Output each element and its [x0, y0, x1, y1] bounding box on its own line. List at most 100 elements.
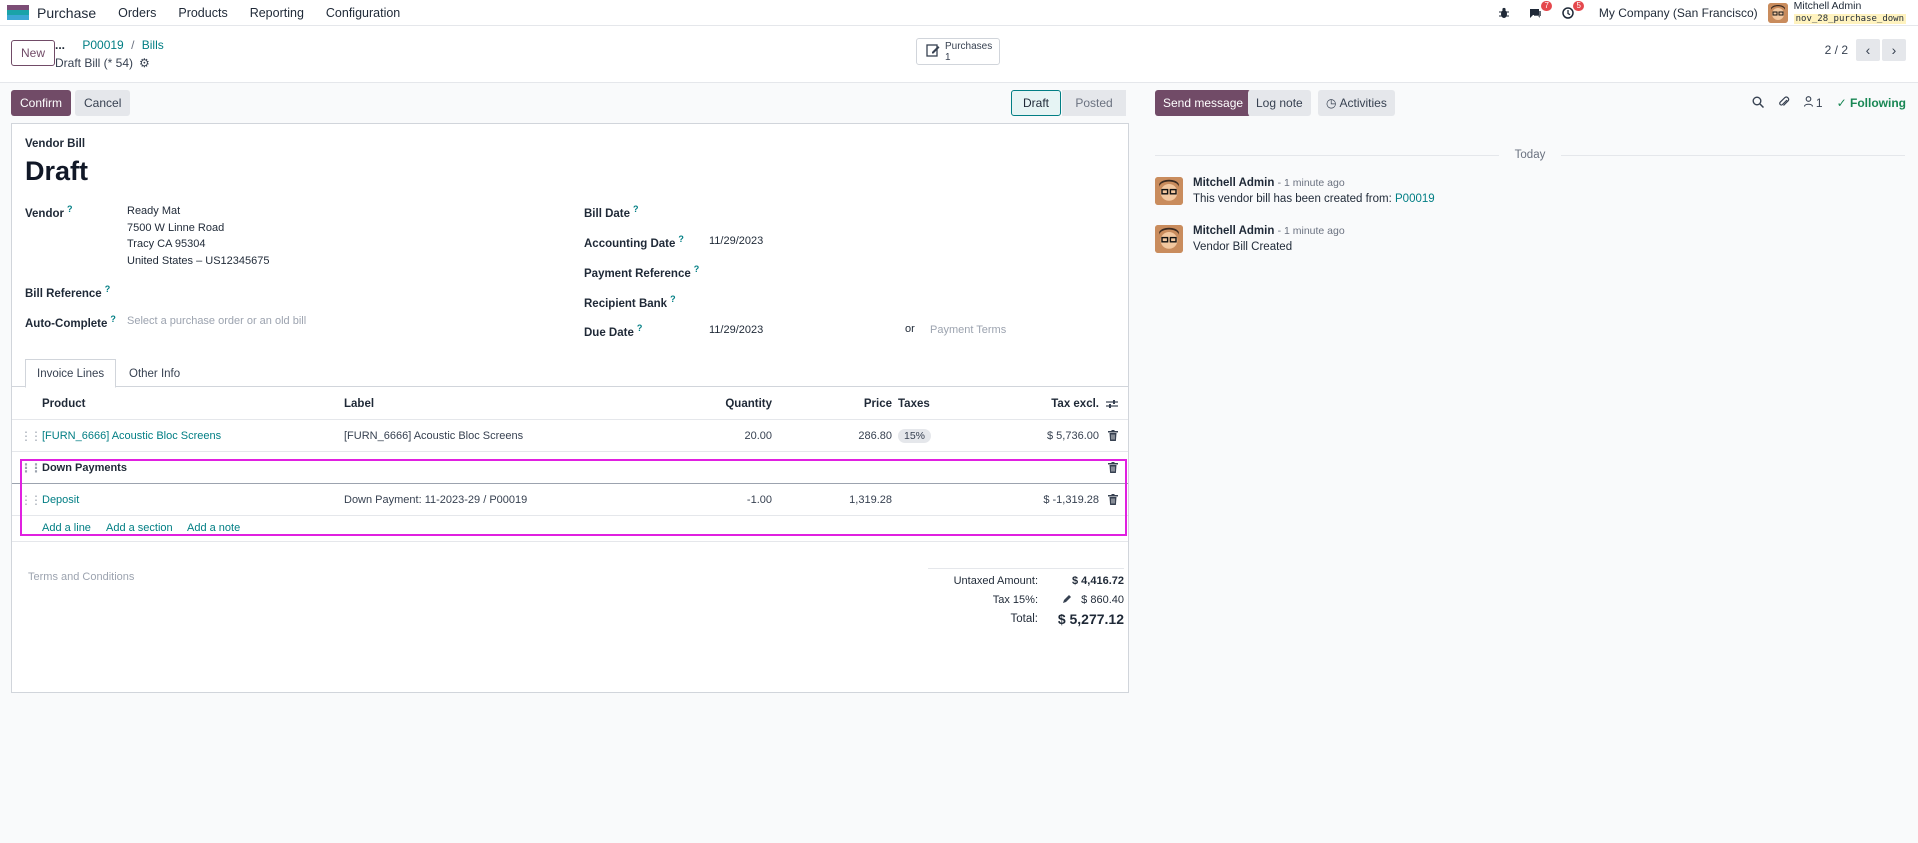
header-quantity[interactable]: Quantity [725, 397, 772, 410]
untaxed-amount-label: Untaxed Amount: [953, 575, 1038, 587]
add-note-link[interactable]: Add a note [187, 522, 241, 534]
message-time: - 1 minute ago [1277, 177, 1345, 189]
database-name: nov_28_purchase_down [1793, 14, 1906, 24]
pager: 2 / 2 ‹ › [1825, 39, 1906, 61]
column-settings-icon[interactable] [1106, 388, 1118, 419]
log-note-button[interactable]: Log note [1248, 90, 1311, 116]
stage-draft[interactable]: Draft [1011, 90, 1061, 116]
drag-handle-icon[interactable]: ⋮⋮ [20, 460, 42, 475]
smart-button-count: 1 [945, 51, 951, 63]
auto-complete-input[interactable]: Select a purchase order or an old bill [127, 315, 307, 327]
confirm-button[interactable]: Confirm [11, 90, 72, 116]
message-author[interactable]: Mitchell Admin [1193, 177, 1275, 189]
pager-previous-button[interactable]: ‹ [1856, 39, 1880, 61]
section-row[interactable]: ⋮⋮ Down Payments [12, 452, 1128, 484]
payment-reference-label: Payment Reference? [584, 264, 700, 280]
accounting-date-field[interactable]: 11/29/2023 [709, 235, 764, 247]
user-menu[interactable]: Mitchell Admin nov_28_purchase_down [1793, 1, 1906, 25]
row-label[interactable]: [FURN_6666] Acoustic Bloc Screens [344, 429, 524, 442]
app-name[interactable]: Purchase [37, 4, 97, 21]
add-section-link[interactable]: Add a section [106, 522, 173, 534]
menu-products[interactable]: Products [178, 5, 228, 20]
row-price[interactable]: 1,319.28 [849, 493, 892, 506]
menu-configuration[interactable]: Configuration [325, 5, 401, 20]
add-line-link[interactable]: Add a line [42, 522, 91, 534]
cancel-button[interactable]: Cancel [75, 90, 131, 116]
breadcrumb-separator: / [131, 38, 135, 52]
row-label[interactable]: Down Payment: 11-2023-29 / P00019 [344, 493, 528, 506]
activities-badge: 5 [1573, 1, 1584, 11]
header-label[interactable]: Label [344, 397, 375, 410]
drag-handle-icon[interactable]: ⋮⋮ [20, 428, 42, 443]
tab-invoice-lines[interactable]: Invoice Lines [25, 359, 117, 388]
gear-icon[interactable]: ⚙ [139, 56, 150, 70]
pencil-icon[interactable] [1062, 594, 1072, 607]
date-separator-label: Today [1514, 149, 1546, 161]
menu-reporting[interactable]: Reporting [249, 5, 304, 20]
paperclip-icon[interactable] [1778, 96, 1790, 111]
menu-orders[interactable]: Orders [118, 5, 157, 20]
send-message-button[interactable]: Send message [1155, 90, 1252, 116]
date-separator: Today [1155, 148, 1905, 162]
following-button[interactable]: ✓ Following [1837, 96, 1906, 110]
chat-icon[interactable]: 7 [1527, 1, 1552, 22]
check-icon: ✓ [1836, 96, 1847, 110]
author-avatar[interactable] [1155, 225, 1183, 253]
tax-label: Tax 15%: [992, 594, 1038, 606]
terms-and-conditions-input[interactable]: Terms and Conditions [28, 571, 135, 583]
pager-value[interactable]: 2 / 2 [1824, 43, 1848, 57]
activities-label: Activities [1339, 96, 1387, 110]
vendor-address-line3: United States – US12345675 [127, 255, 270, 267]
purchases-smart-button[interactable]: Purchases 1 [916, 38, 1000, 65]
trash-icon[interactable] [1108, 452, 1118, 483]
row-quantity[interactable]: -1.00 [746, 493, 772, 506]
message-link-po[interactable]: P00019 [1395, 193, 1435, 205]
activities-button[interactable]: ◷ Activities [1318, 90, 1395, 116]
payment-terms-input[interactable]: Payment Terms [930, 324, 1007, 336]
user-avatar[interactable] [1767, 3, 1788, 23]
vendor-field[interactable]: Ready Mat [127, 205, 181, 217]
followers-button[interactable]: 1 [1803, 96, 1823, 110]
chatter-panel: Send message Log note ◷ Activities 1 ✓ F… [1140, 84, 1918, 843]
pager-next-button[interactable]: › [1882, 39, 1906, 61]
accounting-date-label: Accounting Date? [584, 234, 684, 250]
edit-document-icon [926, 43, 940, 60]
chatter-message: Mitchell Admin - 1 minute ago Vendor Bil… [1155, 225, 1855, 257]
clock-icon[interactable]: 5 [1559, 1, 1584, 22]
bug-icon[interactable] [1495, 4, 1513, 22]
header-taxes[interactable]: Taxes [898, 397, 930, 410]
purchase-app-icon[interactable] [7, 4, 29, 21]
header-product[interactable]: Product [42, 397, 86, 410]
new-button[interactable]: New [11, 40, 56, 66]
stage-posted[interactable]: Posted [1062, 90, 1126, 116]
row-taxes[interactable]: 15% [898, 420, 932, 451]
table-row[interactable]: ⋮⋮ [FURN_6666] Acoustic Bloc Screens [FU… [12, 420, 1128, 452]
row-quantity[interactable]: 20.00 [744, 429, 772, 442]
trash-icon[interactable] [1108, 420, 1118, 451]
author-avatar[interactable] [1155, 177, 1183, 205]
message-author[interactable]: Mitchell Admin [1193, 225, 1275, 237]
trash-icon[interactable] [1108, 484, 1118, 515]
drag-handle-icon[interactable]: ⋮⋮ [20, 492, 42, 507]
bill-date-label: Bill Date? [584, 204, 639, 220]
section-name[interactable]: Down Payments [42, 461, 127, 474]
due-date-field[interactable]: 11/29/2023 [709, 324, 764, 336]
row-product[interactable]: Deposit [42, 493, 80, 506]
header-tax-excl[interactable]: Tax excl. [1051, 397, 1099, 410]
vendor-address-line1: 7500 W Linne Road [127, 222, 225, 234]
tax-tag: 15% [898, 428, 932, 443]
tab-other-info[interactable]: Other Info [129, 367, 181, 380]
search-icon[interactable] [1752, 96, 1764, 111]
company-switcher[interactable]: My Company (San Francisco) [1598, 6, 1758, 20]
breadcrumb-bills[interactable]: Bills [141, 38, 164, 52]
breadcrumb-more[interactable]: ... [55, 38, 66, 52]
row-product[interactable]: [FURN_6666] Acoustic Bloc Screens [42, 429, 222, 442]
vendor-address-line2: Tracy CA 95304 [127, 238, 206, 250]
document-type: Vendor Bill [25, 138, 86, 150]
breadcrumb-po[interactable]: P00019 [82, 38, 124, 52]
table-row[interactable]: ⋮⋮ Deposit Down Payment: 11-2023-29 / P0… [12, 484, 1128, 516]
header-price[interactable]: Price [863, 397, 892, 410]
row-price[interactable]: 286.80 [858, 429, 892, 442]
navbar-systray: 7 5 My Company (San Francisco) Mitchell … [1481, 0, 1918, 26]
chatter-message: Mitchell Admin - 1 minute ago This vendo… [1155, 177, 1855, 209]
